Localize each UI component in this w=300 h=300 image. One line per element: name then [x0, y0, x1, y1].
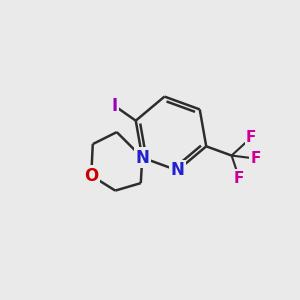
Text: F: F — [246, 130, 256, 145]
Text: I: I — [112, 97, 118, 115]
Text: N: N — [171, 161, 184, 179]
Text: F: F — [234, 171, 244, 186]
Text: N: N — [135, 148, 149, 166]
Text: O: O — [84, 167, 98, 184]
Text: F: F — [250, 151, 261, 166]
